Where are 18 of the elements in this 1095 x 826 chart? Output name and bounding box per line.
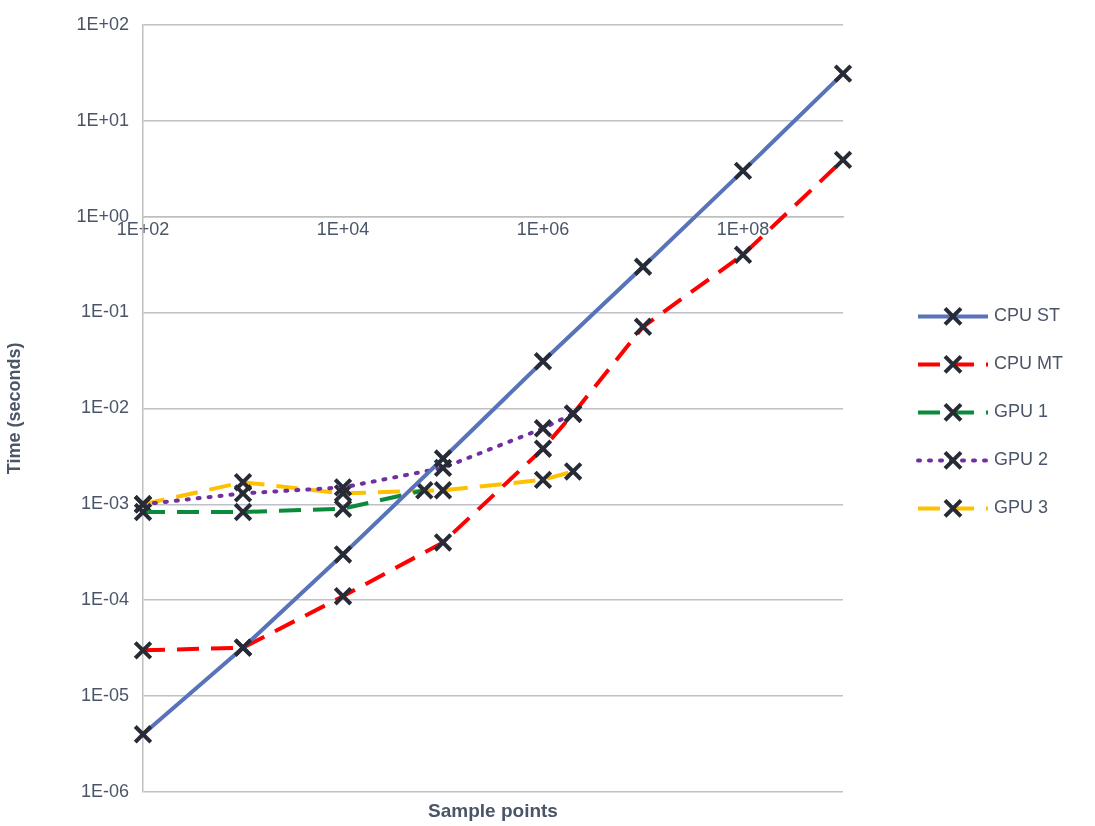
legend-label: GPU 3 bbox=[994, 497, 1049, 518]
legend-label: CPU MT bbox=[994, 353, 1063, 374]
legend-label: CPU ST bbox=[994, 305, 1061, 326]
legend-label: GPU 1 bbox=[994, 401, 1049, 422]
y-tick-label: 1E-05 bbox=[80, 685, 129, 706]
x-tick-label: 1E+04 bbox=[316, 219, 370, 240]
y-tick-label: 1E-04 bbox=[80, 589, 129, 610]
x-tick-label: 1E+06 bbox=[516, 219, 570, 240]
y-axis-title: Time (seconds) bbox=[3, 342, 24, 475]
legend-label: GPU 2 bbox=[994, 449, 1049, 470]
y-tick-label: 1E-06 bbox=[80, 780, 129, 801]
y-tick-label: 1E+01 bbox=[76, 109, 129, 130]
y-tick-label: 1E-01 bbox=[80, 301, 129, 322]
y-tick-label: 1E+02 bbox=[76, 13, 129, 34]
y-tick-label: 1E-02 bbox=[80, 397, 129, 418]
y-tick-label: 1E-03 bbox=[80, 493, 129, 514]
x-tick-label: 1E+08 bbox=[716, 219, 770, 240]
x-axis-title: Sample points bbox=[428, 800, 558, 822]
